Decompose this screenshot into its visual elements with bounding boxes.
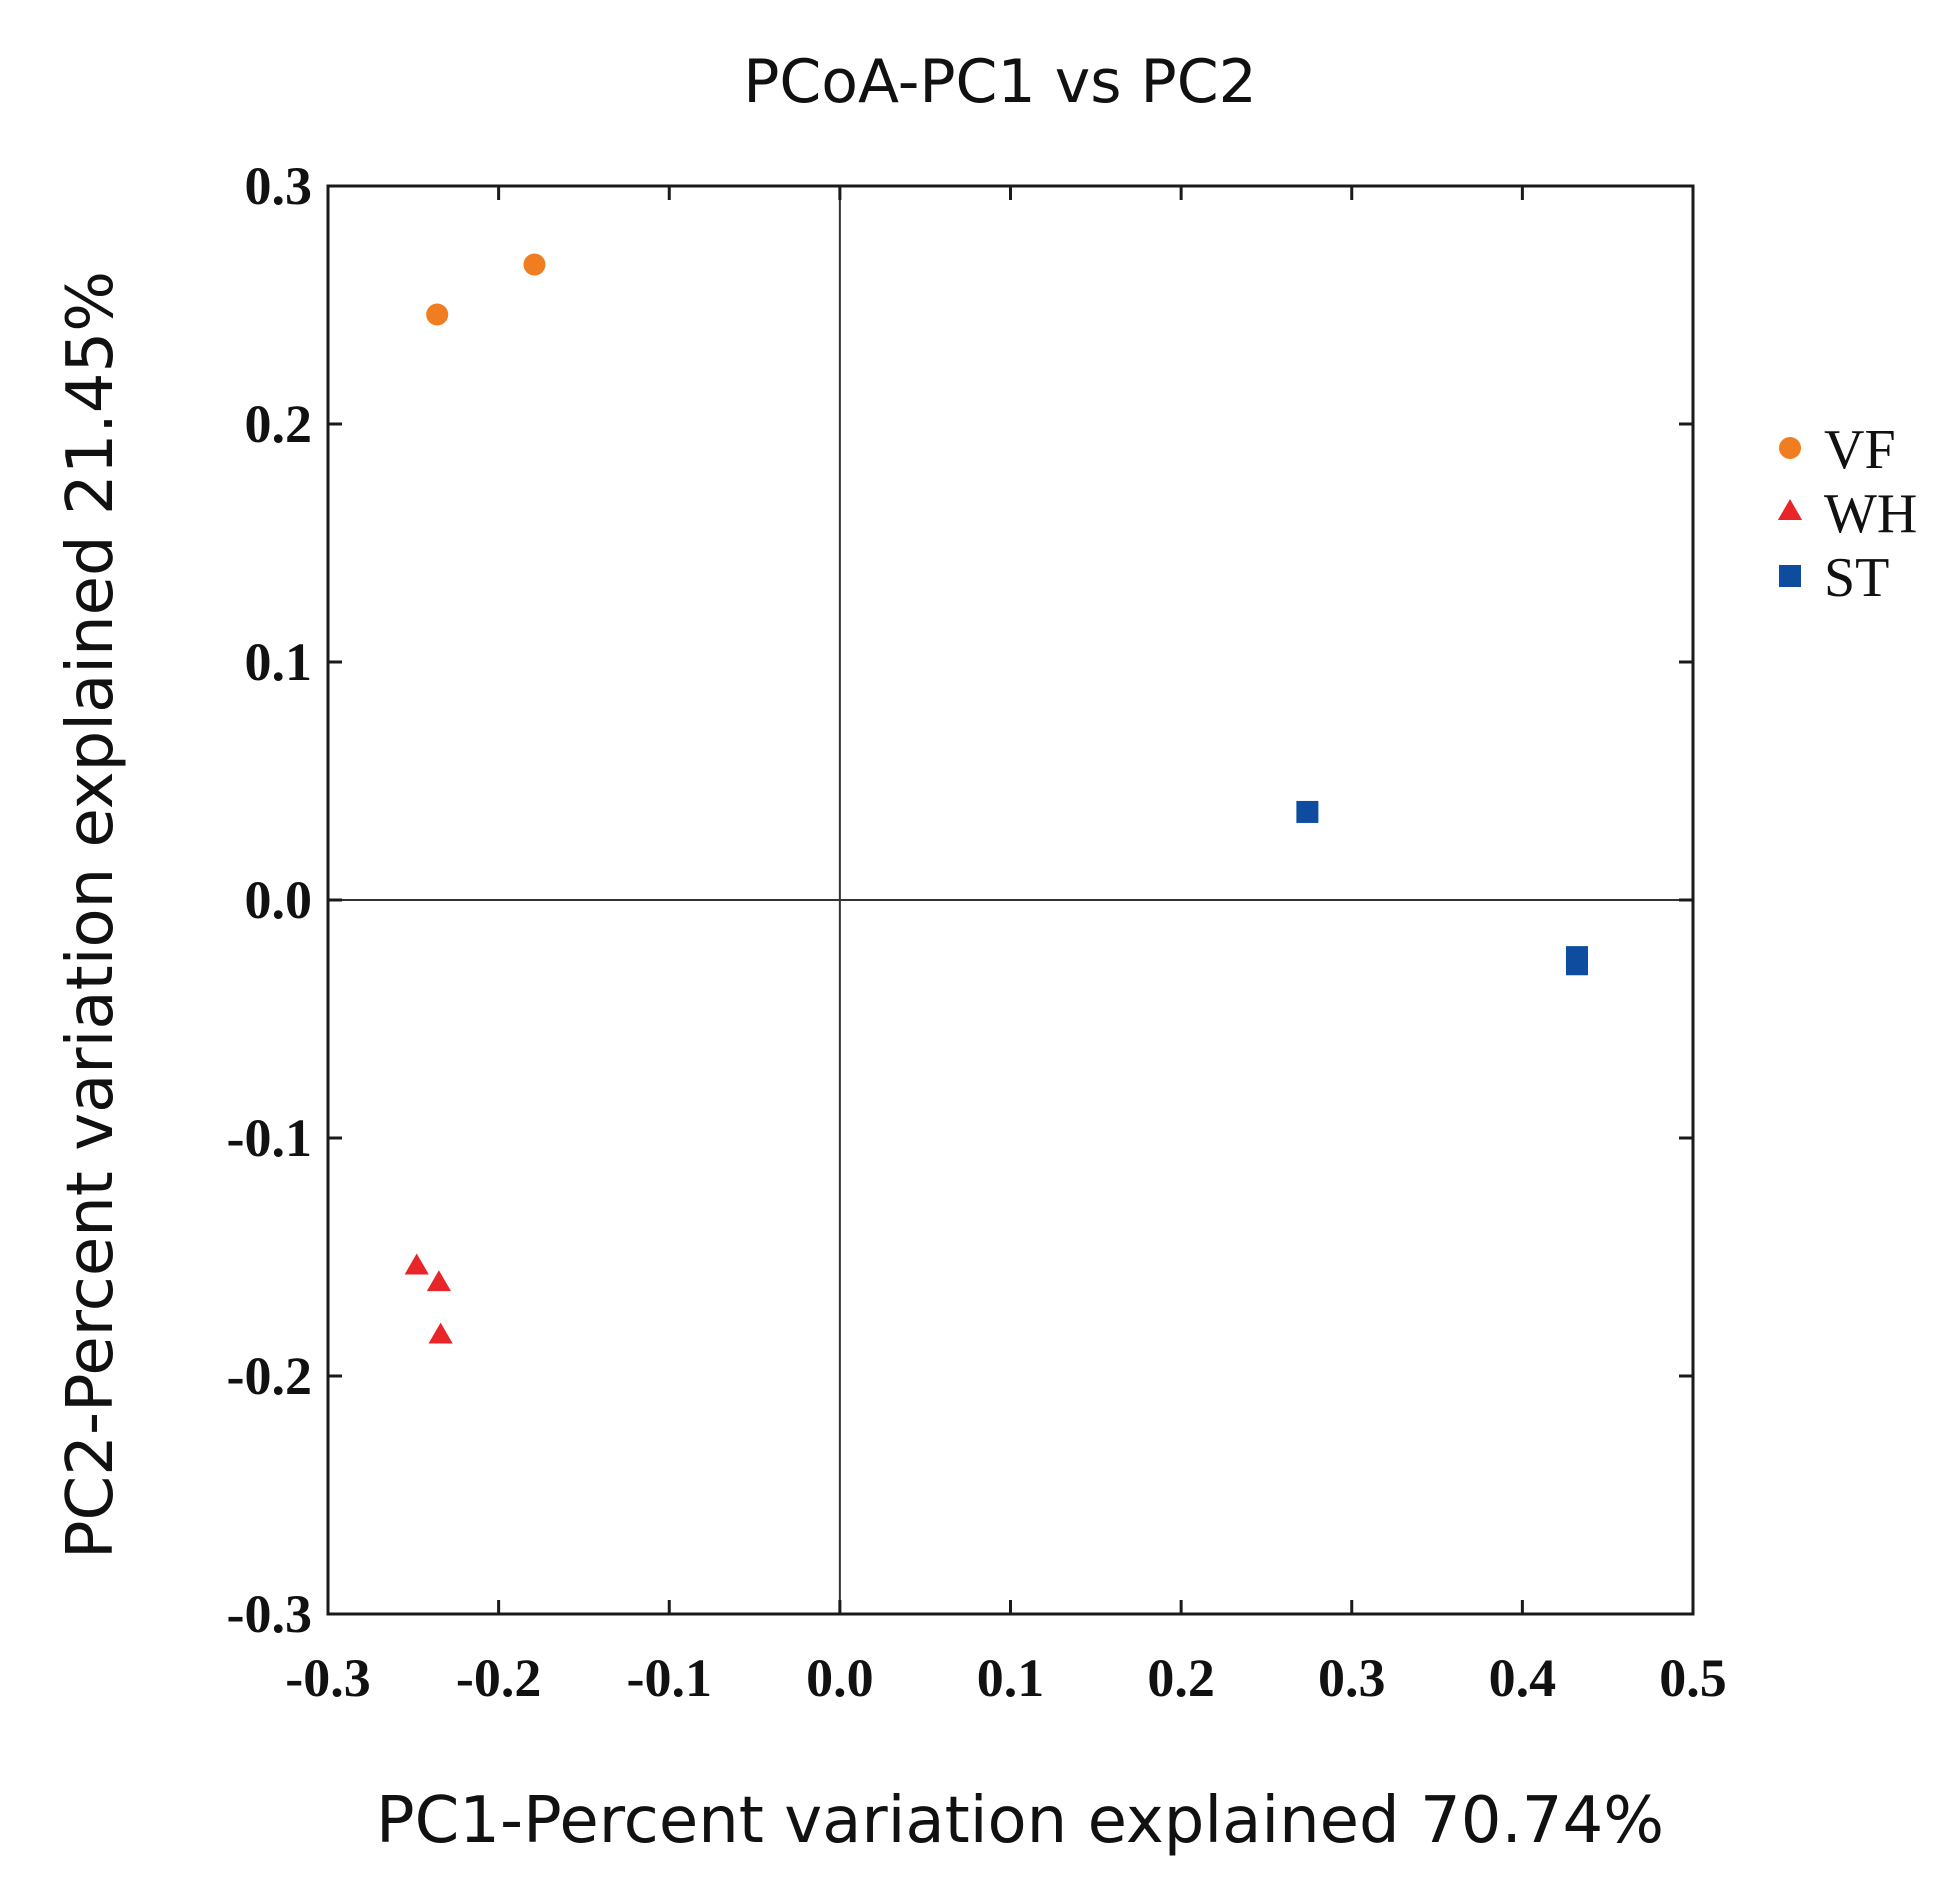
x-tick-label: -0.1	[627, 1648, 712, 1708]
y-tick-label: 0.2	[245, 394, 313, 454]
x-tick-label: 0.2	[1147, 1648, 1215, 1708]
data-points	[404, 253, 1588, 1344]
y-tick-label: 0.3	[245, 156, 313, 216]
y-tick-label: -0.2	[227, 1346, 312, 1406]
data-point-wh	[428, 1322, 453, 1344]
data-point-st	[1565, 953, 1588, 976]
plot-area	[326, 184, 1695, 1616]
x-tick-label: 0.5	[1659, 1648, 1727, 1708]
y-tick-label: 0.0	[245, 870, 313, 930]
data-point-vf	[426, 303, 449, 326]
x-tick-label: 0.0	[806, 1648, 874, 1708]
data-point-wh	[426, 1270, 452, 1292]
x-tick-label: -0.2	[456, 1648, 541, 1708]
x-tick-label: 0.3	[1318, 1648, 1386, 1708]
legend-marker-wh	[1777, 499, 1803, 520]
legend-marker-st	[1779, 565, 1801, 587]
legend-label-vf: VF	[1824, 419, 1896, 481]
y-tick-label: -0.3	[227, 1584, 312, 1644]
legend-label-wh: WH	[1824, 483, 1917, 545]
legend-label-st: ST	[1824, 547, 1889, 609]
legend-marker-vf	[1779, 437, 1801, 459]
data-point-st	[1296, 800, 1319, 823]
y-tick-label: -0.1	[227, 1108, 312, 1168]
y-axis-label: PC2-Percent variation explained 21.45%	[54, 271, 128, 1559]
data-point-wh	[404, 1253, 429, 1275]
y-tick-label: 0.1	[245, 632, 313, 692]
x-axis-label: PC1-Percent variation explained 70.74%	[376, 1784, 1664, 1858]
data-point-vf	[523, 253, 546, 276]
x-tick-label: 0.4	[1489, 1648, 1557, 1708]
x-tick-label: -0.3	[285, 1648, 370, 1708]
chart-title: PCoA-PC1 vs PC2	[743, 47, 1257, 117]
x-tick-label: 0.1	[977, 1648, 1045, 1708]
axis-ticks: -0.3 -0.2 -0.1 0.0 0.1 0.2 0.3 0.4 0.5 0.3 0.2 0.1 0…	[227, 156, 1727, 1708]
